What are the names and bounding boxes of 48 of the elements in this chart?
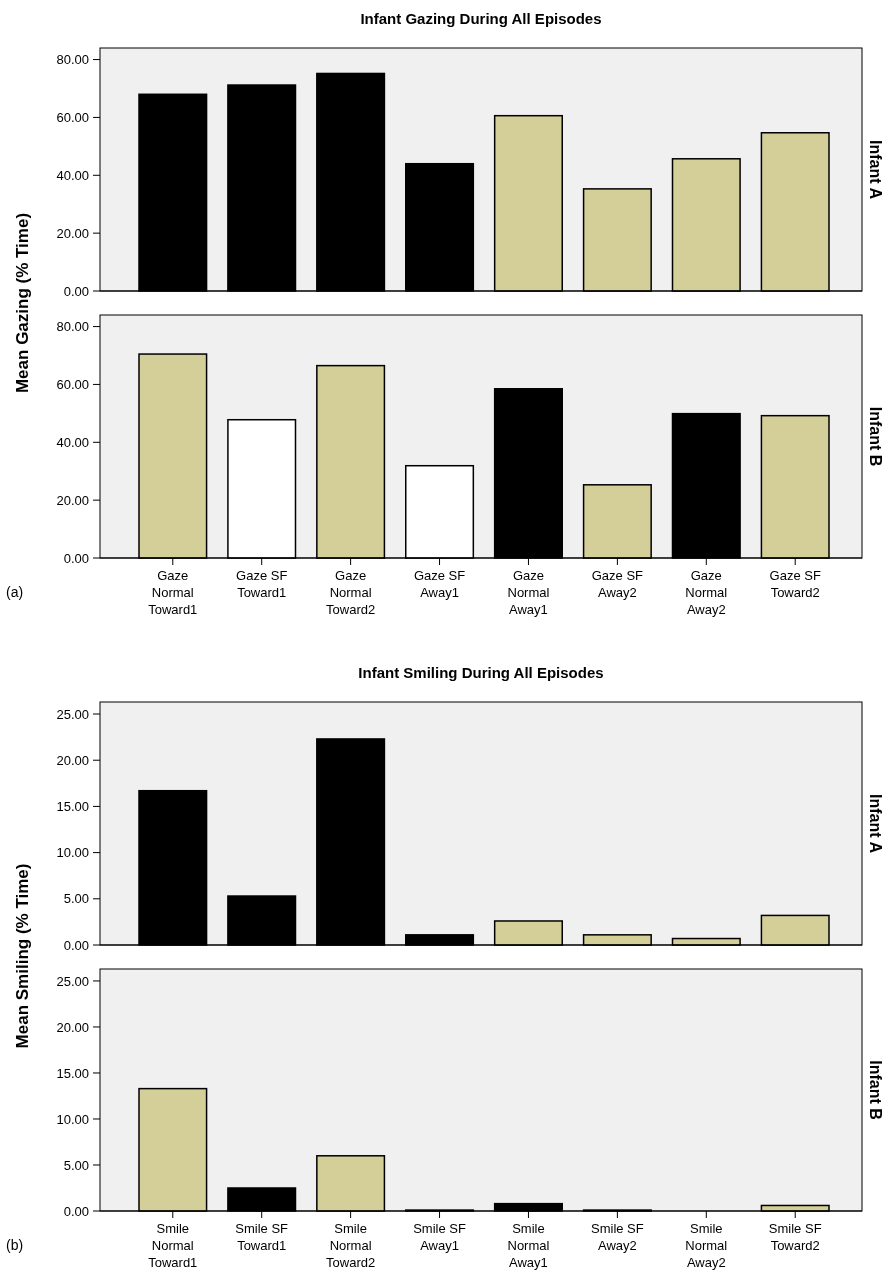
text: (b) (6, 1237, 24, 1253)
text: (a) (6, 584, 24, 600)
y-tick-label: 20.00 (56, 225, 89, 241)
y-tick-label: 25.00 (56, 973, 89, 989)
x-tick-label: Gaze SF Away2 (591, 568, 644, 600)
y-tick-label: 15.00 (56, 1065, 89, 1081)
y-tick-label: 0.00 (63, 550, 89, 566)
x-tick-label: Gaze Normal Toward1 (148, 568, 198, 617)
y-tick-label: 25.00 (56, 706, 89, 722)
y-tick-label: 80.00 (56, 52, 89, 68)
x-tick-label: Gaze SF Toward1 (236, 568, 288, 600)
y-tick-label: 5.00 (63, 891, 89, 907)
y-axis-title: Mean Gazing (% Time) (13, 212, 32, 394)
chart-title: Infant Smiling During All Episodes (358, 664, 604, 681)
y2-axis-title: Infant B (867, 406, 884, 467)
y-tick-label: 10.00 (56, 845, 89, 861)
x-tick-label: Gaze Normal Away1 (507, 568, 550, 617)
y-tick-label: 15.00 (56, 798, 89, 814)
y-tick-label: 40.00 (56, 434, 89, 450)
x-tick-label: Gaze Normal Toward2 (326, 568, 376, 617)
y-tick-label: 0.00 (63, 937, 89, 953)
x-tick-label: Smile SF Away2 (591, 1221, 644, 1253)
x-tick-label: Smile SF Away1 (413, 1221, 466, 1253)
y2-axis-title: Infant A (867, 140, 884, 200)
y-tick-label: 60.00 (56, 109, 89, 125)
y2-axis-title: Infant A (867, 794, 884, 854)
x-tick-label: Smile Normal Toward2 (326, 1221, 376, 1270)
x-tick-label: Smile SF Toward1 (235, 1221, 289, 1253)
x-tick-label: Gaze Normal Away2 (685, 568, 728, 617)
y2-axis-title: Infant B (867, 1060, 884, 1120)
y-tick-label: 60.00 (56, 376, 89, 392)
y-tick-label: 40.00 (56, 167, 89, 183)
y-tick-label: 20.00 (56, 1019, 89, 1035)
x-tick-label: Smile Normal Away2 (685, 1221, 728, 1270)
x-tick-label: Smile SF Toward2 (768, 1221, 822, 1253)
y-tick-label: 20.00 (56, 492, 89, 508)
x-tick-label: Smile Normal Toward1 (148, 1221, 198, 1270)
x-tick-label: Gaze SF Toward2 (769, 568, 821, 600)
y-tick-label: 80.00 (56, 319, 89, 335)
chart-title: Infant Gazing During All Episodes (360, 10, 602, 27)
y-tick-label: 10.00 (56, 1111, 89, 1127)
y-tick-label: 0.00 (63, 1203, 89, 1219)
x-tick-label: Smile Normal Away1 (507, 1221, 550, 1270)
x-tick-label: Gaze SF Away1 (413, 568, 466, 600)
y-axis-title: Mean Smiling (% Time) (13, 863, 32, 1049)
y-tick-label: 20.00 (56, 752, 89, 768)
y-tick-label: 0.00 (63, 283, 89, 299)
y-tick-label: 5.00 (63, 1157, 89, 1173)
